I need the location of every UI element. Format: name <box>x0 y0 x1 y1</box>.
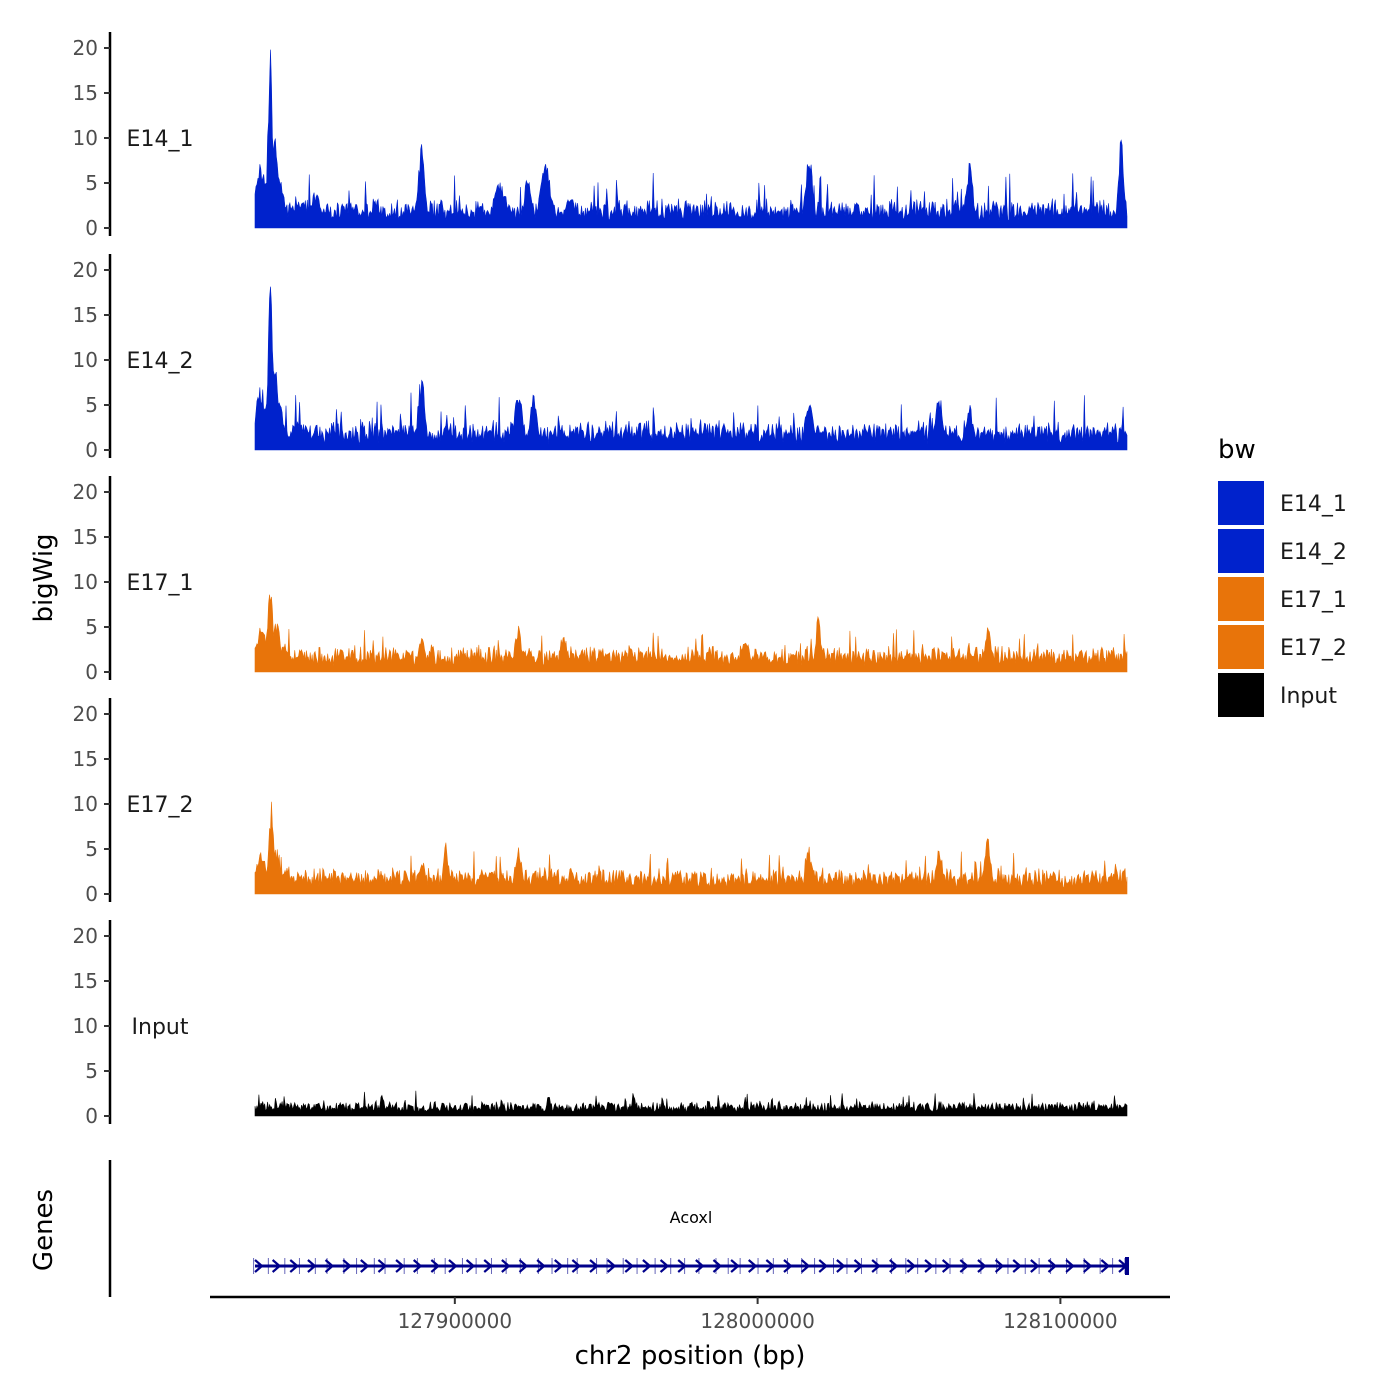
legend: bw E14_1 E14_2 E17_1 E17_2 Input <box>1218 435 1347 717</box>
legend-label-E17_1: E17_1 <box>1280 588 1347 613</box>
y-tick-label: 20 <box>73 480 98 504</box>
y-tick-label: 20 <box>73 702 98 726</box>
signal-area-E14_1 <box>254 49 1128 229</box>
y-tick-label: 10 <box>73 792 98 816</box>
y-tick-label: 0 <box>85 882 98 906</box>
legend-swatch-E14_2 <box>1218 529 1264 573</box>
y-tick-label: 10 <box>73 570 98 594</box>
x-tick-label: 127900000 <box>398 1309 513 1333</box>
y-tick-label: 20 <box>73 36 98 60</box>
y-tick-label: 20 <box>73 924 98 948</box>
x-axis: 127900000 128000000 128100000 <box>210 1295 1170 1333</box>
y-tick-label: 15 <box>73 81 98 105</box>
track-E17_2: 0 5 10 15 20 E17_2 <box>73 698 1128 906</box>
legend-swatch-Input <box>1218 673 1264 717</box>
track-label: Input <box>132 1015 189 1040</box>
track-E14_1: 0 5 10 15 20 E14_1 <box>73 32 1128 240</box>
y-tick-label: 15 <box>73 969 98 993</box>
legend-swatch-E17_2 <box>1218 625 1264 669</box>
signal-area-E17_1 <box>254 594 1128 673</box>
x-tick-label: 128000000 <box>700 1309 815 1333</box>
genes-axis-title: Genes <box>29 1189 59 1271</box>
y-tick-label: 0 <box>85 1104 98 1128</box>
track-label: E14_1 <box>127 127 194 152</box>
y-tick-label: 10 <box>73 348 98 372</box>
y-tick-label: 5 <box>85 615 98 639</box>
y-tick-label: 15 <box>73 747 98 771</box>
y-tick-label: 20 <box>73 258 98 282</box>
y-tick-label: 15 <box>73 525 98 549</box>
y-tick-label: 15 <box>73 303 98 327</box>
signal-area-E14_2 <box>254 286 1128 451</box>
gene-panel: Acoxl <box>108 1160 1129 1297</box>
track-label: E17_1 <box>127 571 194 596</box>
y-tick-label: 0 <box>85 438 98 462</box>
legend-title: bw <box>1218 435 1256 465</box>
y-tick-label: 10 <box>73 1014 98 1038</box>
legend-swatch-E17_1 <box>1218 577 1264 621</box>
y-tick-label: 5 <box>85 1059 98 1083</box>
signal-area-E17_2 <box>254 801 1128 895</box>
signal-tracks: 05101520E14_105101520E14_205101520E17_10… <box>73 32 1128 1128</box>
y-tick-label: 5 <box>85 171 98 195</box>
track-Input: 0 5 10 15 20 Input <box>73 920 1128 1128</box>
y-axis-title: bigWig <box>29 533 59 622</box>
track-label: E17_2 <box>127 793 194 818</box>
gene-name-label: Acoxl <box>670 1208 713 1227</box>
legend-swatch-E14_1 <box>1218 481 1264 525</box>
y-tick-label: 5 <box>85 837 98 861</box>
y-tick-label: 0 <box>85 660 98 684</box>
signal-area-Input <box>254 1090 1128 1117</box>
track-E14_2: 0 5 10 15 20 E14_2 <box>73 254 1128 462</box>
legend-label-E14_1: E14_1 <box>1280 492 1347 517</box>
legend-label-E14_2: E14_2 <box>1280 540 1347 565</box>
legend-label-Input: Input <box>1280 684 1337 709</box>
y-tick-label: 5 <box>85 393 98 417</box>
x-axis-title: chr2 position (bp) <box>575 1341 806 1371</box>
y-tick-label: 0 <box>85 216 98 240</box>
legend-label-E17_2: E17_2 <box>1280 636 1347 661</box>
track-E17_1: 0 5 10 15 20 E17_1 <box>73 476 1128 684</box>
x-tick-label: 128100000 <box>1003 1309 1118 1333</box>
gene-strand-arrows <box>254 1259 1128 1273</box>
y-tick-label: 10 <box>73 126 98 150</box>
track-label: E14_2 <box>127 349 194 374</box>
